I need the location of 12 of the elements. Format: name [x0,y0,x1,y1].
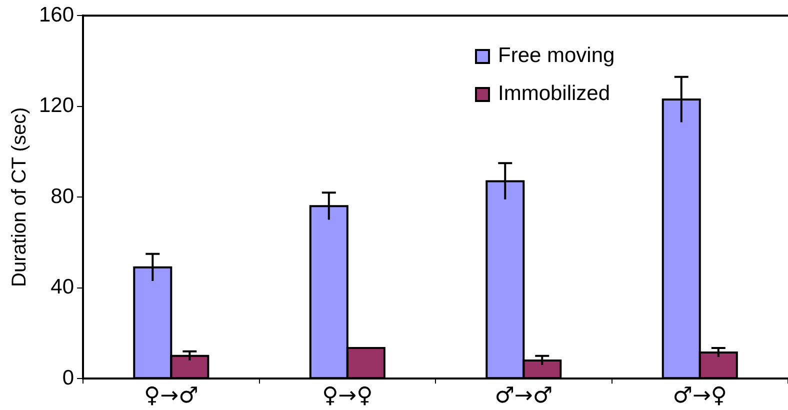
y-tick-label: 40 [50,276,74,299]
x-tick-label: ♀→♂ [144,384,198,409]
x-tick-label: ♂→♀ [672,384,728,409]
x-tick-label: ♀→♀ [322,384,373,409]
y-tick-label: 80 [50,184,74,208]
y-tick-label: 120 [38,94,74,118]
y-tick-label: 0 [62,366,74,390]
y-tick-label: 160 [38,3,74,26]
y-axis-title: Duration of CT (sec) [8,107,31,287]
legend-label: Immobilized [498,82,610,106]
x-tick-label: ♂→♂ [494,384,553,409]
legend-label: Free moving [498,44,615,68]
